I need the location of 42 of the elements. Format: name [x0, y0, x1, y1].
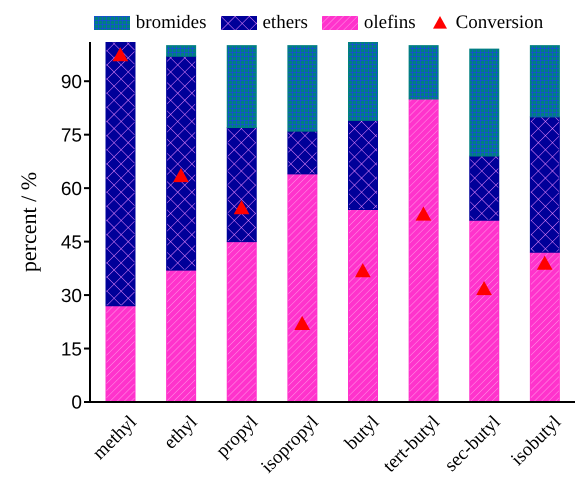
y-tick-label: 0 — [71, 392, 82, 414]
bar — [106, 42, 136, 306]
bar — [469, 48, 500, 157]
y-tick-label: 60 — [60, 178, 82, 200]
bar — [287, 45, 318, 132]
bar — [287, 173, 318, 402]
bar — [226, 45, 257, 128]
y-tick-label: 15 — [60, 339, 82, 360]
y-tick-label: 30 — [60, 286, 82, 307]
point — [112, 48, 128, 62]
bar — [408, 45, 439, 100]
legend-label: bromides — [134, 12, 206, 34]
bar — [469, 156, 500, 221]
bar — [408, 98, 439, 402]
bar — [348, 209, 378, 402]
point — [416, 207, 431, 221]
point — [173, 168, 188, 182]
bar — [287, 130, 318, 174]
point — [476, 282, 492, 296]
bar — [166, 270, 196, 402]
legend-label: ethers — [262, 12, 308, 34]
bar — [226, 241, 257, 402]
bar — [166, 56, 196, 271]
point — [537, 256, 552, 270]
y-tick-label: 75 — [60, 125, 82, 146]
point — [355, 264, 370, 278]
legend-label: Conversion — [454, 12, 544, 34]
bar — [469, 220, 500, 402]
bar — [530, 116, 560, 253]
y-tick-label: 90 — [60, 72, 82, 93]
y-axis-title: percent / % — [16, 172, 41, 272]
bar — [166, 45, 196, 57]
legend-label: olefins — [362, 12, 416, 34]
bar — [106, 305, 136, 402]
point — [234, 200, 250, 214]
y-tick-label: 45 — [60, 232, 82, 254]
bar — [226, 127, 257, 242]
point — [294, 316, 310, 330]
bar — [530, 252, 560, 402]
bar — [348, 120, 378, 210]
bar — [348, 42, 378, 121]
bar — [530, 45, 560, 118]
